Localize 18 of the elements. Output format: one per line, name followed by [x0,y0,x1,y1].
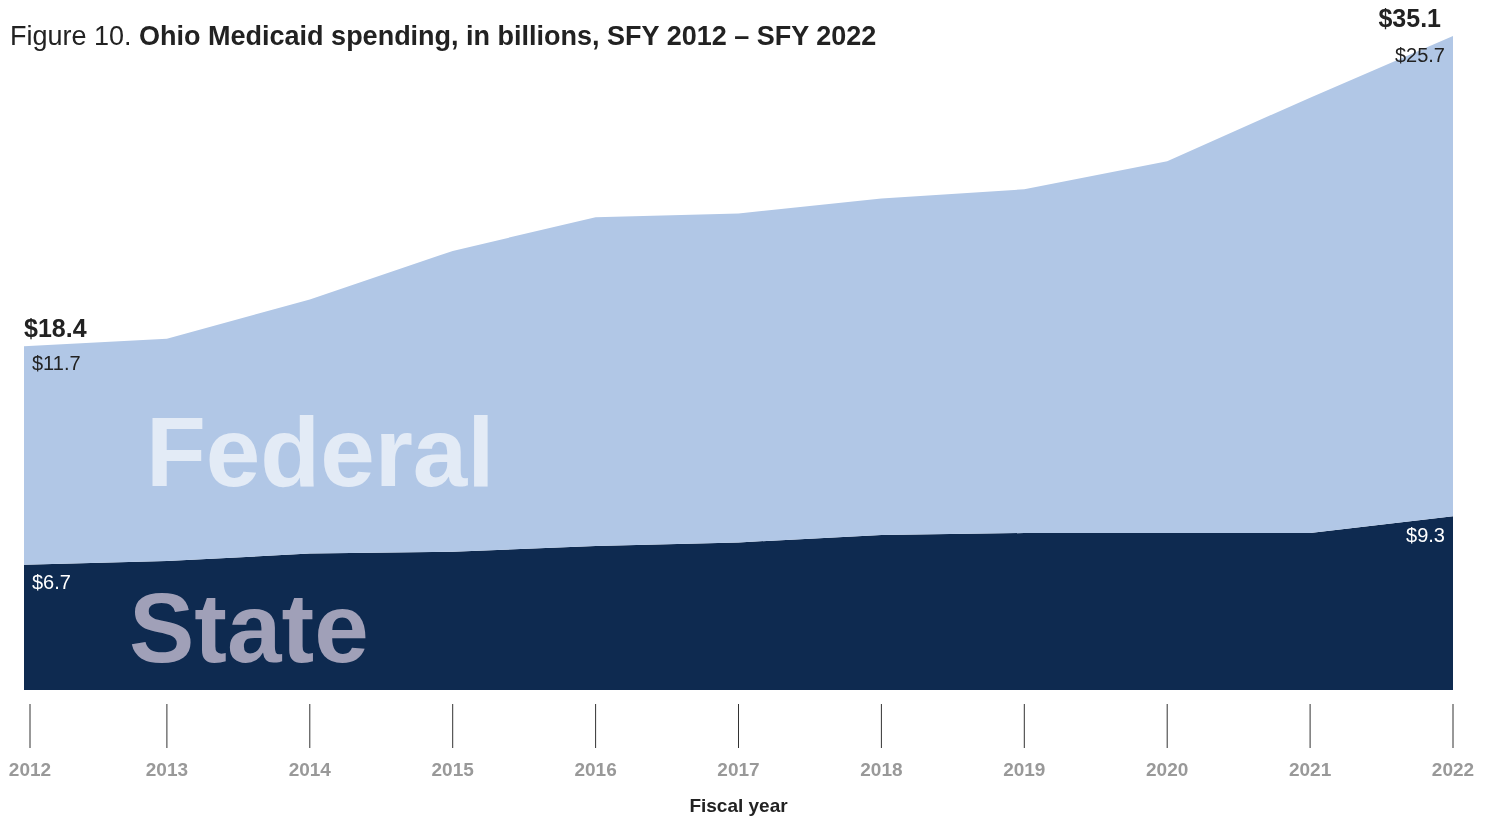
x-tick-label: 2021 [1288,759,1332,780]
x-tick-label: 2016 [574,759,617,780]
x-tick-label: 2015 [431,759,475,780]
x-tick-label: 2014 [288,759,332,780]
chart-title: Figure 10. [10,21,132,51]
chart-subtitle: Ohio Medicaid spending, in billions, SFY 2012 – SFY 2022 [139,21,877,51]
x-tick-label: 2020 [1146,759,1189,780]
total-label: $18.4 [24,314,87,343]
x-tick-label: 2017 [717,759,760,780]
x-tick-label: 2019 [1003,759,1046,780]
x-tick-label: 2022 [1431,759,1475,780]
x-tick-label: 2012 [8,759,52,780]
data-label: $11.7 [32,352,81,375]
x-axis-title: Fiscal year [689,795,789,816]
total-label: $35.1 [1378,4,1442,32]
x-tick-label: 2013 [145,759,189,780]
data-label: $25.7 [1394,44,1445,66]
x-tick-label: 2018 [860,759,903,780]
